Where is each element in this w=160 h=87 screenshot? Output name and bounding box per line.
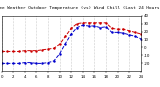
Text: Milwaukee Weather Outdoor Temperature (vs) Wind Chill (Last 24 Hours): Milwaukee Weather Outdoor Temperature (v…: [0, 6, 160, 10]
